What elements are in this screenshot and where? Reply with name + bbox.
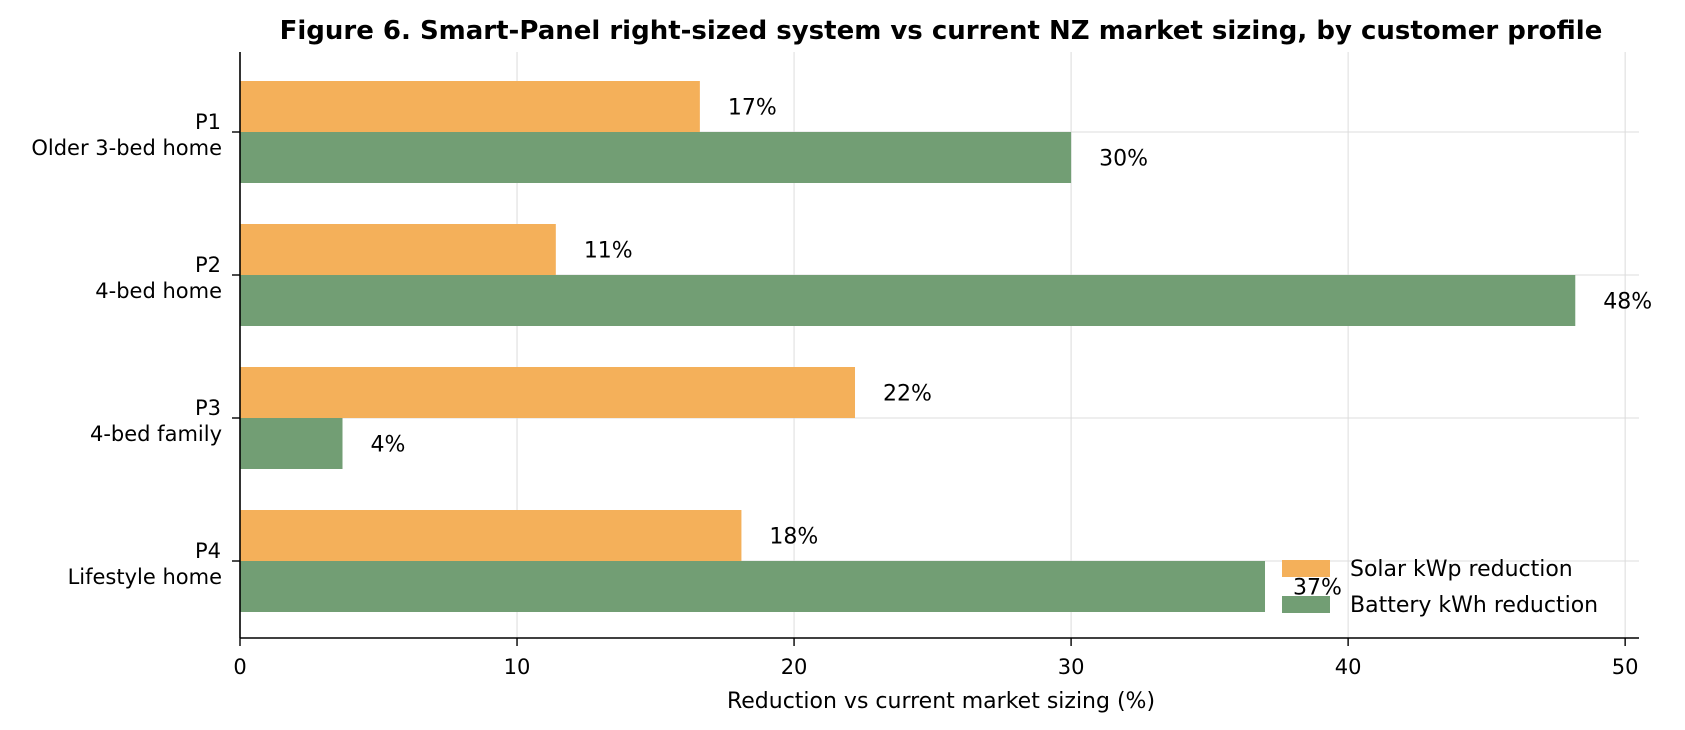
solar-bar	[240, 224, 556, 275]
bars	[240, 81, 1576, 612]
x-tick-label: 20	[781, 655, 808, 679]
legend-swatch-solar	[1282, 560, 1330, 577]
battery-bar	[240, 275, 1576, 326]
data-label: 11%	[584, 239, 633, 264]
category-name: 4-bed family	[90, 422, 222, 446]
battery-bar	[240, 132, 1072, 183]
data-label: 18%	[769, 525, 818, 550]
legend-label-battery: Battery kWh reduction	[1350, 593, 1598, 618]
legend-label-solar: Solar kWp reduction	[1350, 557, 1573, 582]
x-tick-label: 50	[1612, 655, 1639, 679]
data-label: 17%	[728, 96, 777, 121]
category-name: 4-bed home	[95, 279, 222, 303]
legend: Solar kWp reduction Battery kWh reduction	[1282, 557, 1598, 618]
data-label: 4%	[371, 433, 406, 458]
data-label: 30%	[1099, 147, 1148, 172]
category-code: P4	[195, 539, 221, 563]
category-name: Lifestyle home	[68, 565, 222, 589]
category-code: P3	[195, 396, 221, 420]
data-label: 48%	[1603, 290, 1652, 315]
category-code: P2	[195, 253, 221, 277]
battery-bar	[240, 561, 1266, 612]
x-axis-label: Reduction vs current market sizing (%)	[727, 689, 1155, 714]
solar-bar	[240, 367, 856, 418]
x-tick-label: 40	[1335, 655, 1362, 679]
legend-swatch-battery	[1282, 596, 1330, 613]
battery-bar	[240, 418, 343, 469]
x-tick-label: 30	[1058, 655, 1085, 679]
category-code: P1	[195, 110, 221, 134]
data-labels: 17%30%11%48%22%4%18%37%	[371, 96, 1653, 601]
solar-bar	[240, 510, 742, 561]
solar-bar	[240, 81, 700, 132]
category-name: Older 3-bed home	[31, 136, 222, 160]
chart-title: Figure 6. Smart-Panel right-sized system…	[280, 16, 1603, 46]
x-tick-label: 10	[504, 655, 531, 679]
x-tick-label: 0	[233, 655, 246, 679]
data-label: 22%	[883, 382, 932, 407]
